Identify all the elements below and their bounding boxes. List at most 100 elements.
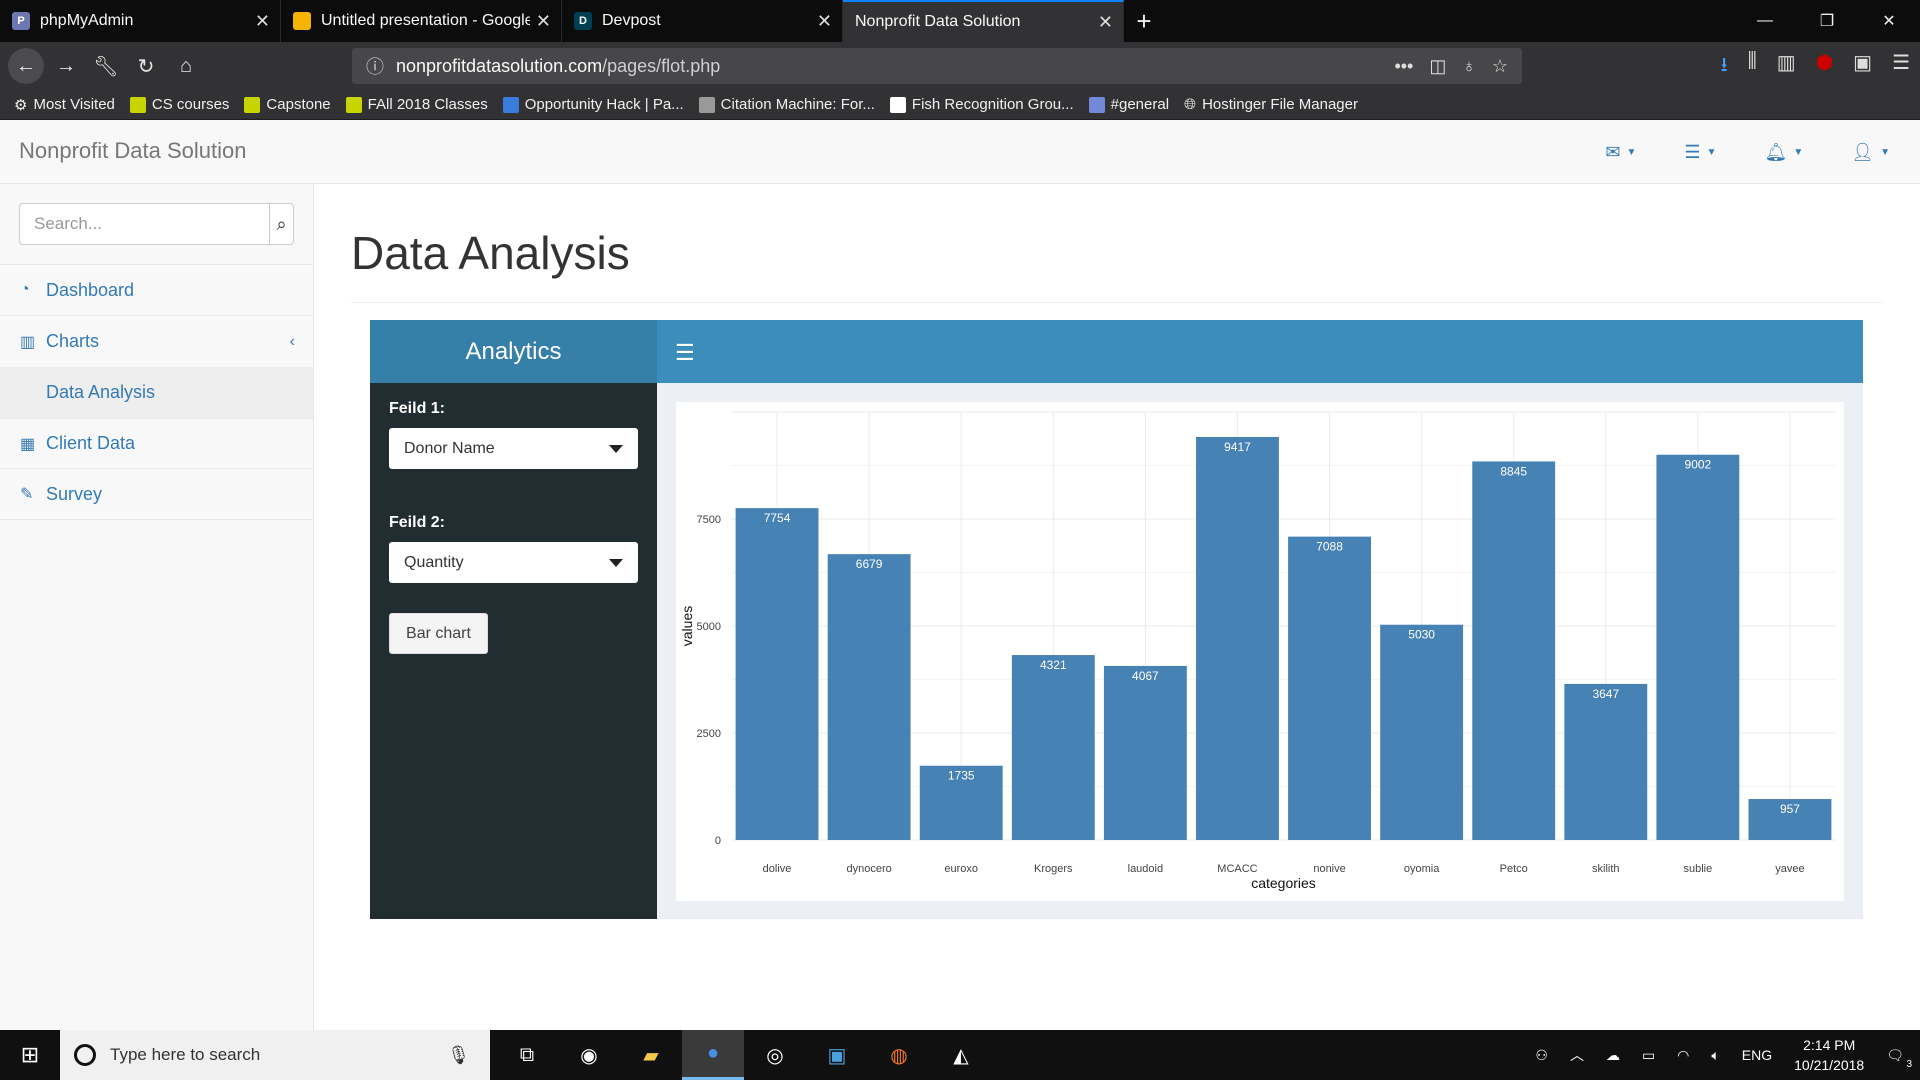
bookmark-item[interactable]: Citation Machine: For... xyxy=(698,96,875,113)
toolbar-right: ⭳ ⫼ ▥ ⬢ ▣ ☰ xyxy=(1721,50,1910,84)
wrench-icon[interactable]: 🔧︎ xyxy=(93,55,119,78)
messages-dropdown[interactable]: ✉ ▼ xyxy=(1605,142,1636,163)
table-icon: ▦ xyxy=(20,435,36,453)
people-icon[interactable]: ⚇ xyxy=(1535,1046,1548,1063)
bar-chart-icon: ▥ xyxy=(20,333,36,351)
file-explorer-icon[interactable]: ▰ xyxy=(643,1044,659,1067)
data-label: 9417 xyxy=(1224,440,1251,454)
tab-google-slides[interactable]: Untitled presentation - Google ✕ xyxy=(281,0,562,42)
sidebar-toggle-icon[interactable]: ▥ xyxy=(1776,52,1796,74)
bookmark-item[interactable]: FAll 2018 Classes xyxy=(345,96,488,113)
onedrive-icon[interactable]: ☁ xyxy=(1605,1046,1620,1063)
top-nav-icons: ✉ ▼ ☰ ▼ 🔔︎ ▼ 👤︎ ▼ xyxy=(1605,142,1890,163)
taskbar-search[interactable]: Type here to search 🎙︎ xyxy=(60,1030,490,1080)
bar xyxy=(1103,665,1187,840)
back-icon[interactable]: ← xyxy=(8,48,44,84)
x-axis-label: categories xyxy=(1251,875,1316,891)
url-bar[interactable]: ⓘ nonprofitdatasolution.com /pages/flot.… xyxy=(352,48,1522,84)
brand-title[interactable]: Nonprofit Data Solution xyxy=(19,138,247,163)
web-page: Nonprofit Data Solution ✉▼ ☰▼ 🔔︎▼ 👤︎▼ ⌕ … xyxy=(0,120,1920,1030)
caret-down-icon: ▼ xyxy=(1706,147,1717,158)
tasks-dropdown[interactable]: ☰ ▼ xyxy=(1684,142,1716,163)
tab-phpmyadmin[interactable]: P phpMyAdmin ✕ xyxy=(0,0,281,42)
close-tab-icon[interactable]: ✕ xyxy=(535,10,551,31)
field2-select[interactable]: Quantity xyxy=(389,542,638,583)
microphone-icon[interactable]: 🎙︎ xyxy=(447,1044,470,1065)
task-view-icon[interactable]: ⧉ xyxy=(519,1043,535,1066)
library-icon[interactable]: ⫼ xyxy=(1747,50,1757,72)
steam-icon[interactable]: ◎ xyxy=(766,1044,784,1067)
close-tab-icon[interactable]: ✕ xyxy=(254,10,270,31)
bookmark-item[interactable]: Capstone xyxy=(244,96,331,113)
close-tab-icon[interactable]: ✕ xyxy=(816,10,832,31)
blender-icon[interactable]: ◍ xyxy=(890,1044,908,1067)
wifi-icon[interactable]: ◠ xyxy=(1677,1046,1690,1063)
bookmark-item[interactable]: CS courses xyxy=(129,96,229,113)
show-hidden-icon[interactable]: ︿ xyxy=(1569,1047,1584,1063)
firefox-icon[interactable]: ● xyxy=(682,1030,744,1080)
sidebar-item-charts[interactable]: ▥ Charts ‹ xyxy=(20,331,295,351)
x-tick-label: skilith xyxy=(1592,863,1620,875)
bookmark-item[interactable]: ⚙ Most Visited xyxy=(14,96,115,114)
gear-icon: ⚙ xyxy=(14,96,28,114)
windows-taskbar: ⊞ Type here to search 🎙︎ ⧉ ◉ ▰ ● ◎ ▣ ◍ ◭… xyxy=(0,1030,1920,1080)
extension-icon[interactable]: ▣ xyxy=(1853,52,1873,74)
sidebar-item-data-analysis[interactable]: Data Analysis xyxy=(0,367,313,418)
volume-icon[interactable]: 🔈︎ xyxy=(1711,1046,1720,1063)
download-icon[interactable]: ⭳ xyxy=(1720,54,1728,76)
home-icon[interactable]: ⌂ xyxy=(179,54,193,77)
reload-icon[interactable]: ↻ xyxy=(137,55,155,78)
unity-icon[interactable]: ◭ xyxy=(953,1044,969,1067)
search-input[interactable] xyxy=(19,203,270,245)
minimize-icon[interactable]: — xyxy=(1757,12,1773,29)
language-indicator[interactable]: ENG xyxy=(1741,1047,1773,1063)
tab-devpost[interactable]: D Devpost ✕ xyxy=(562,0,843,42)
close-tab-icon[interactable]: ✕ xyxy=(1097,11,1113,32)
user-dropdown[interactable]: 👤︎ ▼ xyxy=(1851,142,1890,163)
tab-nonprofit-data-solution[interactable]: Nonprofit Data Solution ✕ xyxy=(843,0,1124,42)
battery-icon[interactable]: ▭ xyxy=(1641,1046,1656,1063)
alerts-dropdown[interactable]: 🔔︎ ▼ xyxy=(1764,142,1803,163)
info-icon[interactable]: ⓘ xyxy=(366,57,384,77)
x-tick-label: dolive xyxy=(763,863,792,875)
ublock-icon[interactable]: ⬢ xyxy=(1815,52,1834,74)
new-tab-button[interactable]: + xyxy=(1136,5,1152,36)
cortana-icon xyxy=(74,1044,96,1066)
bar xyxy=(1196,436,1279,840)
bookmark-item[interactable]: 🌐︎ Hostinger File Manager xyxy=(1184,96,1358,113)
clock[interactable]: 2:14 PM 10/21/2018 xyxy=(1794,1035,1864,1075)
sidebar-search: ⌕ xyxy=(19,203,294,245)
bookmark-item[interactable]: Opportunity Hack | Pa... xyxy=(502,96,684,113)
y-tick-label: 0 xyxy=(715,835,721,847)
bar xyxy=(1288,536,1371,840)
url-path: /pages/flot.php xyxy=(602,55,721,76)
chrome-icon[interactable]: ◉ xyxy=(580,1044,598,1067)
folder-icon xyxy=(129,96,146,113)
pocket-icon[interactable]: ◫ xyxy=(1429,55,1447,76)
browser-tab-bar: P phpMyAdmin ✕ Untitled presentation - G… xyxy=(0,0,1920,42)
field1-select[interactable]: Donor Name xyxy=(389,428,638,469)
app-icon[interactable]: ▣ xyxy=(827,1044,847,1067)
sidebar-item-client-data[interactable]: ▦ Client Data xyxy=(0,418,313,469)
bookmark-star-icon[interactable]: ☆ xyxy=(1491,55,1508,76)
bar xyxy=(1656,454,1740,840)
bookmark-item[interactable]: #general xyxy=(1088,96,1169,113)
data-label: 5030 xyxy=(1408,628,1435,642)
restore-icon[interactable]: ❐ xyxy=(1819,13,1835,30)
user-icon: 👤︎ xyxy=(1851,142,1875,162)
menu-icon[interactable]: ☰ xyxy=(1892,52,1910,74)
hamburger-icon[interactable]: ☰ xyxy=(675,340,695,365)
search-button[interactable]: ⌕ xyxy=(270,203,294,245)
sidebar-item-survey[interactable]: ✎ Survey xyxy=(0,469,313,520)
page-actions-icon[interactable]: ••• xyxy=(1394,55,1414,76)
bar-chart-button[interactable]: Bar chart xyxy=(389,613,488,654)
windows-start-icon[interactable]: ⊞ xyxy=(20,1042,40,1067)
envelope-icon: ✉ xyxy=(1605,142,1621,162)
notifications-icon[interactable]: 🗨︎ 3 xyxy=(1886,1046,1912,1070)
lightbulb-icon[interactable]: ♁ xyxy=(1462,55,1476,76)
clock-date: 10/21/2018 xyxy=(1794,1057,1865,1073)
sidebar-item-dashboard[interactable]: ◔ Dashboard xyxy=(0,265,313,316)
bookmark-item[interactable]: Fish Recognition Grou... xyxy=(889,96,1074,113)
close-window-icon[interactable]: ✕ xyxy=(1882,13,1896,30)
forward-icon[interactable]: → xyxy=(56,54,76,77)
